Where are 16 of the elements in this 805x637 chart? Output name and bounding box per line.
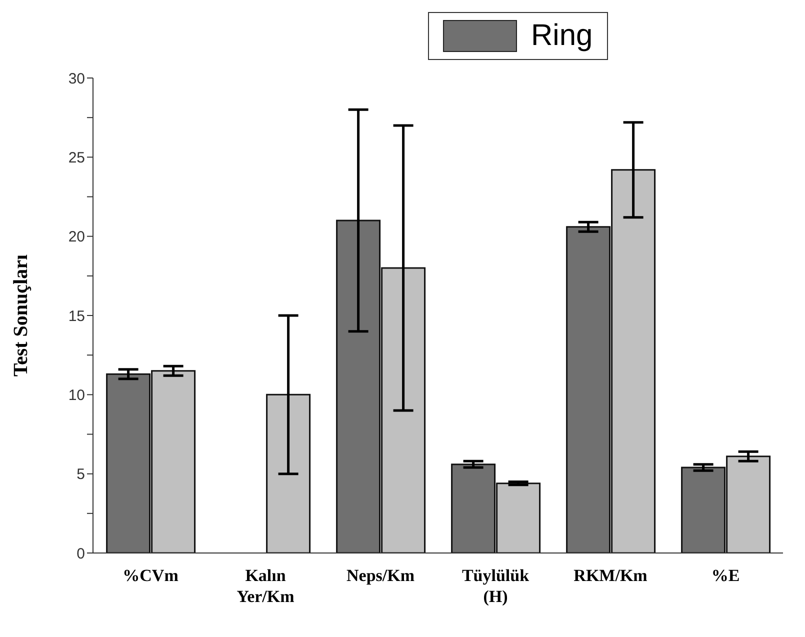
y-tick-label: 15 — [68, 308, 85, 325]
bar — [266, 394, 311, 553]
y-tick-label: 25 — [68, 149, 85, 166]
x-tick-label: %CVm — [122, 566, 178, 585]
y-tick-label: 10 — [68, 386, 85, 404]
y-tick-label: 0 — [76, 545, 85, 562]
y-tick-label: 5 — [76, 466, 85, 484]
legend-label: Ring — [531, 19, 593, 53]
y-axis-title: Test Sonuçları — [10, 254, 32, 377]
x-tick-label: Kalın Yer/Km — [236, 566, 294, 606]
x-tick-label: RKM/Km — [574, 566, 648, 585]
y-tick-label: 30 — [68, 70, 85, 88]
x-tick-label: %E — [711, 566, 740, 585]
y-tick-label: 20 — [68, 228, 85, 246]
x-tick-label: Tüylülük (H) — [462, 566, 530, 606]
x-tick-label: Neps/Km — [346, 566, 414, 585]
